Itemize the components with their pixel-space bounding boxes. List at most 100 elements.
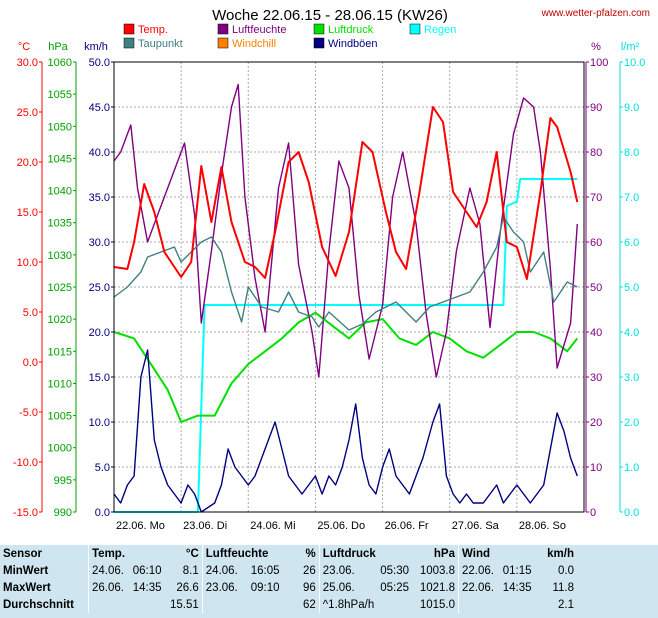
col-temp-unit: °C: [185, 547, 199, 560]
hum-time: [248, 596, 289, 613]
axis-tick-label-wind: 0.0: [95, 507, 110, 519]
legend-swatch: [409, 23, 421, 35]
axis-labels: 30.0 25.0 20.0 15.0 10.0 5.0 0.0 -5.0 -10.0 -15.0…: [13, 41, 646, 532]
axis-tick-label-wind: 25.0: [89, 282, 110, 294]
x-tick-label: 26.06. Fr: [385, 520, 429, 532]
axis-tick-label-temp: 15.0: [17, 207, 38, 219]
axis-tick-label-rain: 1.0: [624, 462, 639, 474]
axis-unit-humidity: %: [591, 41, 601, 53]
col-wind-unit: km/h: [547, 547, 574, 560]
hum-date: 23.06.: [201, 579, 248, 596]
series-line-taupunkt: [113, 216, 578, 331]
row-label: MinWert: [3, 564, 49, 577]
press-time: 05:25: [380, 581, 409, 594]
axis-tick-label-humidity: 30: [590, 372, 602, 384]
press-val: 1015.0: [419, 598, 455, 611]
axis-unit-temp: °C: [18, 41, 30, 53]
wind-val: 11.8: [552, 581, 574, 594]
legend-label: Windböen: [328, 38, 378, 50]
press-val: 1021.8: [419, 581, 455, 594]
hum-val: 26: [302, 564, 316, 577]
axis-tick-label-temp: -10.0: [13, 457, 38, 469]
axis-tick-label-temp: 25.0: [17, 107, 38, 119]
statistics-panel: Sensor Temp. °C Luftfeuchte % Luftdruck …: [0, 545, 658, 618]
legend-swatch: [217, 23, 229, 35]
axis-tick-label-humidity: 80: [590, 147, 602, 159]
axis-tick-label-pressure: 1000: [48, 443, 72, 455]
wind-date: 22.06.: [457, 562, 500, 579]
legend: Temp. Taupunkt Luftfeuchte Windchill Luftdru…: [123, 23, 456, 50]
axis-tick-label-temp: -5.0: [19, 407, 38, 419]
axis-tick-label-wind: 20.0: [89, 327, 110, 339]
temp-time: [130, 596, 167, 613]
statistics-table: Sensor Temp. °C Luftfeuchte % Luftdruck …: [0, 545, 577, 613]
col-press: Luftdruck: [318, 545, 412, 562]
axis-tick-label-wind: 10.0: [89, 417, 110, 429]
legend-label: Luftdruck: [328, 24, 374, 36]
axis-tick-label-wind: 45.0: [89, 102, 110, 114]
x-tick-label: 27.06. Sa: [452, 520, 500, 532]
axis-tick-label-pressure: 1020: [48, 314, 72, 326]
temp-val: 15.51: [170, 598, 199, 611]
hum-time: 16:05: [250, 564, 280, 577]
legend-label: Regen: [424, 24, 456, 36]
temp-date: [87, 596, 130, 613]
press-date: ^1.8hPa/h: [318, 596, 378, 613]
axis-tick-label-pressure: 1040: [48, 186, 72, 198]
axis-tick-label-wind: 30.0: [89, 237, 110, 249]
axis-tick-label-pressure: 1050: [48, 121, 72, 133]
axis-tick-label-pressure: 1030: [48, 250, 72, 262]
axis-tick-label-humidity: 0: [590, 507, 596, 519]
temp-date: 24.06.: [87, 562, 130, 579]
axis-tick-label-pressure: 1055: [48, 89, 72, 101]
col-sensor: Sensor: [3, 547, 42, 560]
axis-tick-label-humidity: 10: [590, 462, 602, 474]
series-line-windböen: [113, 349, 578, 513]
x-tick-label: 22.06. Mo: [116, 520, 165, 532]
axis-tick-label-pressure: 1025: [48, 282, 72, 294]
axis-tick-label-rain: 5.0: [624, 282, 639, 294]
axis-tick-label-pressure: 995: [54, 475, 72, 487]
axis-tick-label-temp: 10.0: [17, 257, 38, 269]
axis-tick-label-rain: 7.0: [624, 192, 639, 204]
plot-frame: [113, 61, 585, 513]
axis-tick-label-humidity: 60: [590, 237, 602, 249]
axis-tick-label-temp: -15.0: [13, 507, 38, 519]
hum-val: 96: [302, 581, 316, 594]
col-wind: Wind: [458, 545, 537, 562]
x-tick-label: 23.06. Di: [183, 520, 227, 532]
legend-swatch: [123, 37, 135, 49]
axis-tick-label-humidity: 70: [590, 192, 602, 204]
col-hum-unit: %: [305, 547, 316, 560]
axis-tick-label-rain: 9.0: [624, 102, 639, 114]
legend-label: Windchill: [232, 38, 276, 50]
row-label: Durchschnitt: [3, 598, 74, 611]
legend-label: Temp.: [138, 24, 168, 36]
wind-time: 14:35: [502, 581, 532, 594]
series-line-regen: [114, 178, 578, 513]
axis-tick-label-rain: 0.0: [624, 507, 639, 519]
series-line-luftfeuchte: [113, 83, 578, 378]
axis-unit-rain: l/m²: [621, 41, 640, 53]
axis-tick-label-humidity: 40: [590, 327, 602, 339]
axis-tick-label-rain: 4.0: [624, 327, 639, 339]
axis-tick-label-pressure: 1035: [48, 218, 72, 230]
wind-time: 01:15: [502, 564, 532, 577]
plot-border: [113, 61, 585, 513]
legend-label: Taupunkt: [138, 38, 183, 50]
axis-tick-label-humidity: 50: [590, 282, 602, 294]
temp-val: 26.6: [176, 581, 199, 594]
stats-row-max: MaxWert 26.06. 14:35 26.6 23.06. 09:10 9…: [0, 579, 577, 596]
temp-time: 06:10: [132, 564, 162, 577]
axis-tick-label-wind: 5.0: [95, 462, 110, 474]
stats-row-avg: Durchschnitt 15.51 62 ^1.8hPa/h 1015.0 2…: [0, 596, 577, 613]
site-url[interactable]: www.wetter-pfalzen.com: [541, 8, 650, 19]
axis-tick-label-wind: 35.0: [89, 192, 110, 204]
press-time: [377, 596, 412, 613]
axis-tick-label-humidity: 100: [590, 57, 608, 69]
series-line-luftdruck: [113, 311, 579, 423]
stats-header-row: Sensor Temp. °C Luftfeuchte % Luftdruck …: [0, 545, 577, 562]
weather-chart: Woche 22.06.15 - 28.06.15 (KW26) www.wet…: [13, 7, 650, 532]
axis-tick-label-pressure: 990: [54, 507, 72, 519]
legend-swatch: [313, 37, 325, 49]
